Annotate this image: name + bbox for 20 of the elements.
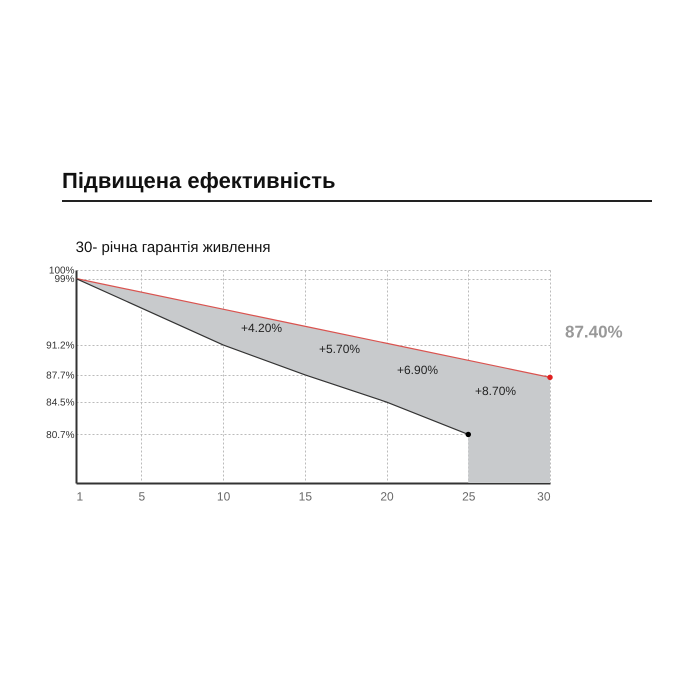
y-tick-label: 80.7% bbox=[46, 430, 75, 441]
x-tick-label: 15 bbox=[298, 490, 312, 504]
chart-subtitle: 30- річна гарантія живлення bbox=[76, 239, 271, 256]
x-tick-label: 1 bbox=[76, 490, 84, 504]
x-tick-label: 5 bbox=[138, 490, 146, 504]
x-tick-label: 20 bbox=[380, 490, 394, 504]
y-tick-label: 100% bbox=[48, 266, 75, 276]
y-tick-label: 91.2% bbox=[46, 340, 75, 352]
chart-title: Підвищена ефективність bbox=[62, 168, 652, 202]
x-tick-label: 10 bbox=[216, 490, 231, 504]
y-tick-label: 99% bbox=[54, 274, 75, 286]
y-tick-label: 87.7% bbox=[46, 370, 75, 382]
annotation: +6.90% bbox=[397, 363, 438, 377]
annotation: +4.20% bbox=[241, 321, 282, 335]
annotation: +5.70% bbox=[319, 342, 360, 356]
annotation: +8.70% bbox=[475, 384, 516, 398]
x-tick-label: 25 bbox=[462, 490, 476, 504]
annotation: 87.40% bbox=[565, 322, 623, 342]
y-tick-label: 84.5% bbox=[46, 398, 75, 409]
x-tick-label: 30 bbox=[537, 490, 551, 504]
